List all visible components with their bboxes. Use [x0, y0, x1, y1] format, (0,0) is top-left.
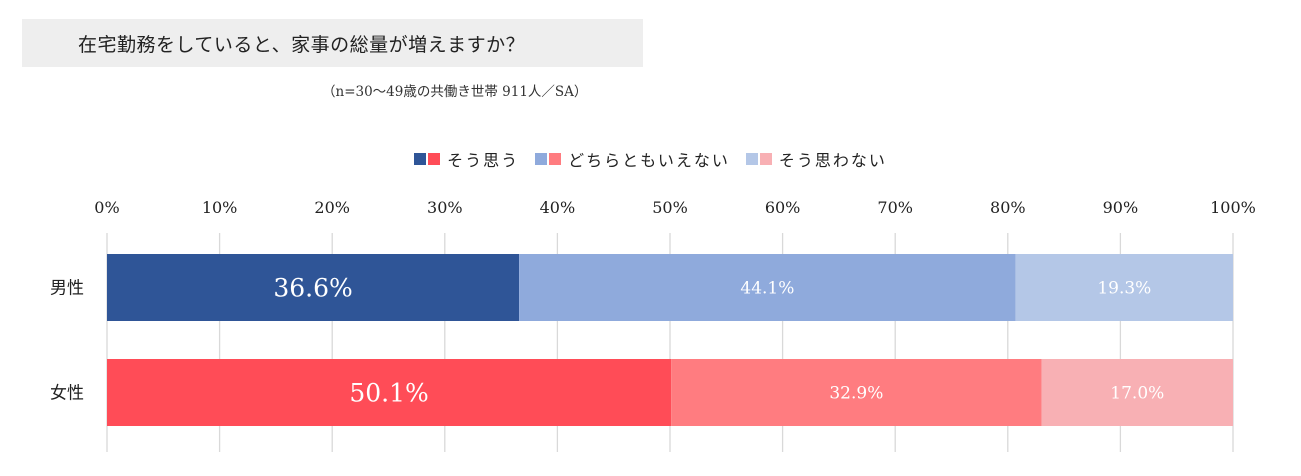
bar-value-label: 50.1%: [349, 379, 428, 408]
legend-item: そう思わない: [745, 147, 887, 171]
legend-item: そう思う: [414, 147, 519, 171]
x-tick-label: 50%: [652, 198, 688, 217]
legend-swatch: [535, 153, 548, 165]
bar-segment: [107, 254, 520, 321]
bar-value-label: 19.3%: [1097, 279, 1151, 299]
x-tick-label: 100%: [1210, 198, 1256, 217]
legend-label: そう思わない: [778, 151, 887, 170]
x-tick-label: 60%: [765, 198, 801, 217]
legend-swatch: [428, 153, 441, 165]
legend-label: どちらともいえない: [568, 151, 730, 170]
legend-swatch: [745, 153, 758, 165]
legend-label: そう思う: [447, 151, 520, 170]
x-tick-label: 30%: [427, 198, 463, 217]
x-tick-label: 40%: [540, 198, 576, 217]
bar-value-label: 44.1%: [740, 279, 794, 299]
row-label: 男性: [50, 279, 84, 299]
legend-item: どちらともいえない: [535, 147, 730, 171]
legend-swatch: [759, 153, 772, 165]
bar-segment: [671, 359, 1042, 426]
bar-segment: [1015, 254, 1233, 321]
bar-value-label: 17.0%: [1110, 384, 1164, 404]
bar-segment: [1041, 359, 1233, 426]
chart-subtitle: （n=30〜49歳の共働き世帯 911人／SA）: [322, 84, 588, 100]
bar-value-label: 32.9%: [829, 384, 883, 404]
legend-swatch: [549, 153, 562, 165]
chart-title: 在宅勤務をしていると、家事の総量が増えますか？: [78, 33, 526, 56]
x-tick-label: 70%: [877, 198, 913, 217]
x-tick-label: 80%: [990, 198, 1026, 217]
x-tick-label: 20%: [314, 198, 350, 217]
legend-swatch: [414, 153, 427, 165]
bar-segment: [519, 254, 1016, 321]
bar-segment: [107, 359, 672, 426]
x-tick-label: 90%: [1103, 198, 1139, 217]
x-tick-label: 10%: [202, 198, 238, 217]
legend: そう思う どちらともいえない そう思わない: [0, 147, 1301, 171]
row-label: 女性: [50, 384, 84, 404]
bar-value-label: 36.6%: [273, 274, 352, 303]
chart-title-box: 在宅勤務をしていると、家事の総量が増えますか？: [22, 19, 643, 67]
x-tick-label: 0%: [94, 198, 119, 217]
